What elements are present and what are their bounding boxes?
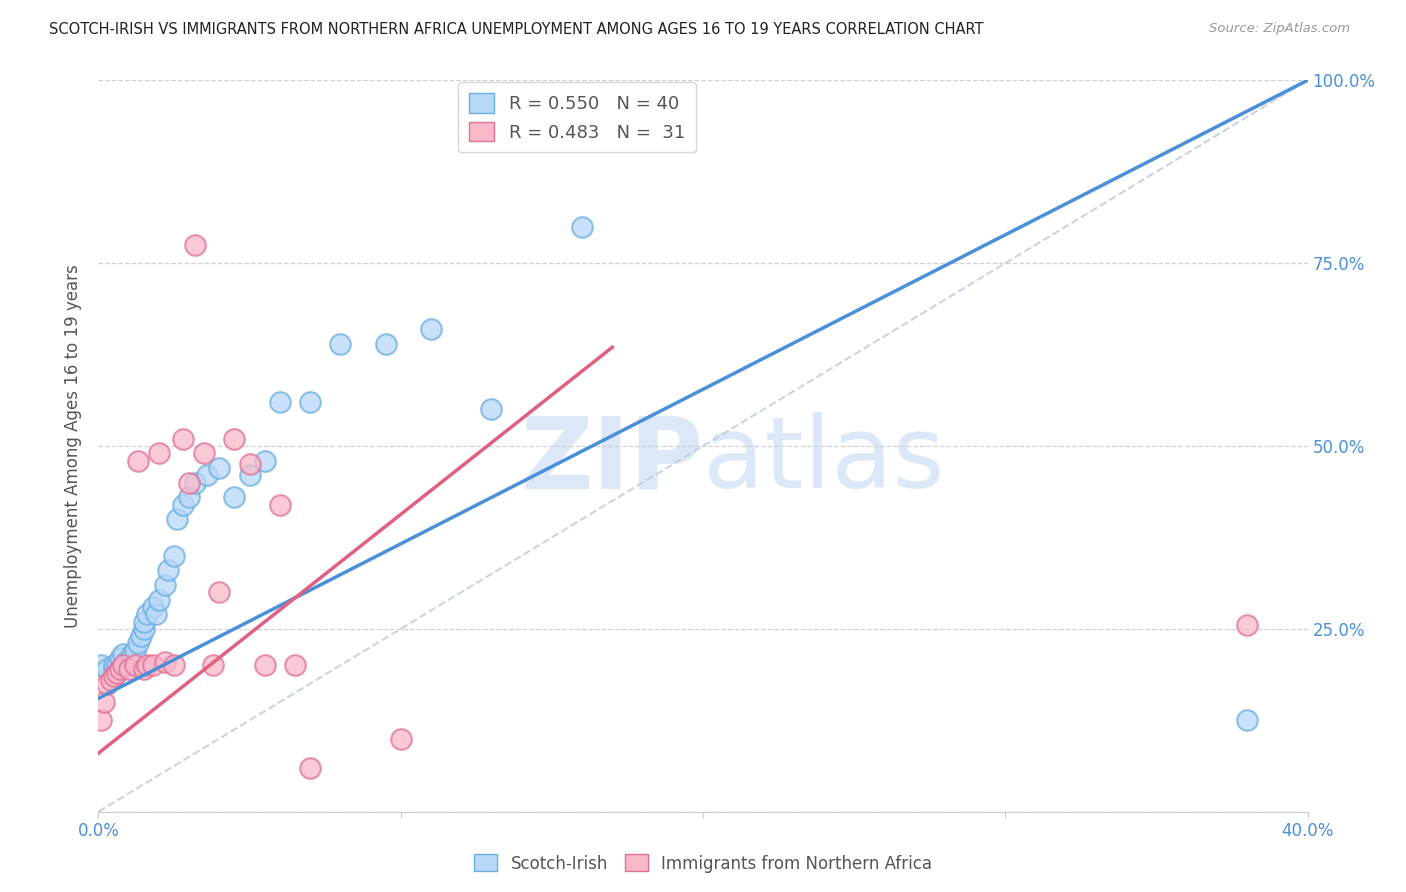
Point (284, 658, 307, 673)
Point (166, 512, 188, 526)
Point (329, 336, 352, 351)
Point (103, 662, 125, 676)
Point (172, 432, 194, 446)
Point (202, 658, 225, 673)
Text: SCOTCH-IRISH VS IMMIGRANTS FROM NORTHERN AFRICA UNEMPLOYMENT AMONG AGES 16 TO 19: SCOTCH-IRISH VS IMMIGRANTS FROM NORTHERN… (49, 22, 984, 37)
Point (374, 336, 396, 351)
Point (111, 658, 134, 673)
Point (132, 615, 155, 629)
Text: atlas: atlas (703, 412, 945, 509)
Point (253, 453, 276, 467)
Point (103, 658, 125, 673)
Legend: Scotch-Irish, Immigrants from Northern Africa: Scotch-Irish, Immigrants from Northern A… (467, 847, 939, 880)
Point (172, 498, 194, 512)
Point (118, 662, 141, 676)
Point (208, 585, 231, 599)
Point (127, 636, 149, 650)
Text: Source: ZipAtlas.com: Source: ZipAtlas.com (1209, 22, 1350, 36)
Point (111, 648, 134, 662)
Point (156, 563, 179, 577)
Point (124, 658, 146, 673)
Point (105, 658, 128, 673)
Text: ZIP: ZIP (520, 412, 703, 509)
Point (90, 714, 112, 728)
Point (121, 648, 143, 662)
Point (571, 219, 593, 234)
Point (96, 676, 118, 690)
Point (153, 578, 176, 592)
Point (142, 599, 165, 614)
Point (153, 655, 176, 669)
Point (239, 468, 262, 483)
Point (481, 402, 503, 417)
Point (184, 237, 207, 252)
Point (179, 490, 201, 504)
Point (389, 731, 412, 746)
Point (208, 461, 231, 475)
Point (163, 658, 186, 673)
Point (195, 468, 218, 483)
Point (132, 622, 155, 636)
Point (135, 607, 157, 622)
Point (193, 446, 215, 460)
Point (93, 695, 115, 709)
Point (108, 651, 131, 665)
Point (100, 673, 122, 687)
Point (184, 475, 207, 490)
Point (118, 658, 141, 673)
Point (105, 665, 128, 680)
Point (269, 395, 291, 409)
Point (163, 549, 186, 563)
Point (142, 658, 165, 673)
Point (269, 498, 291, 512)
Point (127, 453, 149, 467)
Point (179, 475, 201, 490)
Point (114, 655, 136, 669)
Point (148, 446, 170, 460)
Point (224, 490, 246, 504)
Point (90, 658, 112, 673)
Point (148, 592, 170, 607)
Point (103, 669, 125, 683)
Point (253, 658, 276, 673)
Point (96, 662, 118, 676)
Point (224, 432, 246, 446)
Point (108, 662, 131, 676)
Point (135, 658, 157, 673)
Point (239, 457, 262, 471)
Point (299, 761, 322, 775)
Point (132, 662, 155, 676)
Point (124, 644, 146, 658)
Point (1236, 714, 1258, 728)
Y-axis label: Unemployment Among Ages 16 to 19 years: Unemployment Among Ages 16 to 19 years (65, 264, 83, 628)
Point (108, 662, 131, 676)
Point (1236, 618, 1258, 632)
Point (145, 607, 167, 622)
Legend: R = 0.550   N = 40, R = 0.483   N =  31: R = 0.550 N = 40, R = 0.483 N = 31 (458, 82, 696, 153)
Point (299, 395, 322, 409)
Point (420, 322, 443, 336)
Point (129, 629, 152, 643)
